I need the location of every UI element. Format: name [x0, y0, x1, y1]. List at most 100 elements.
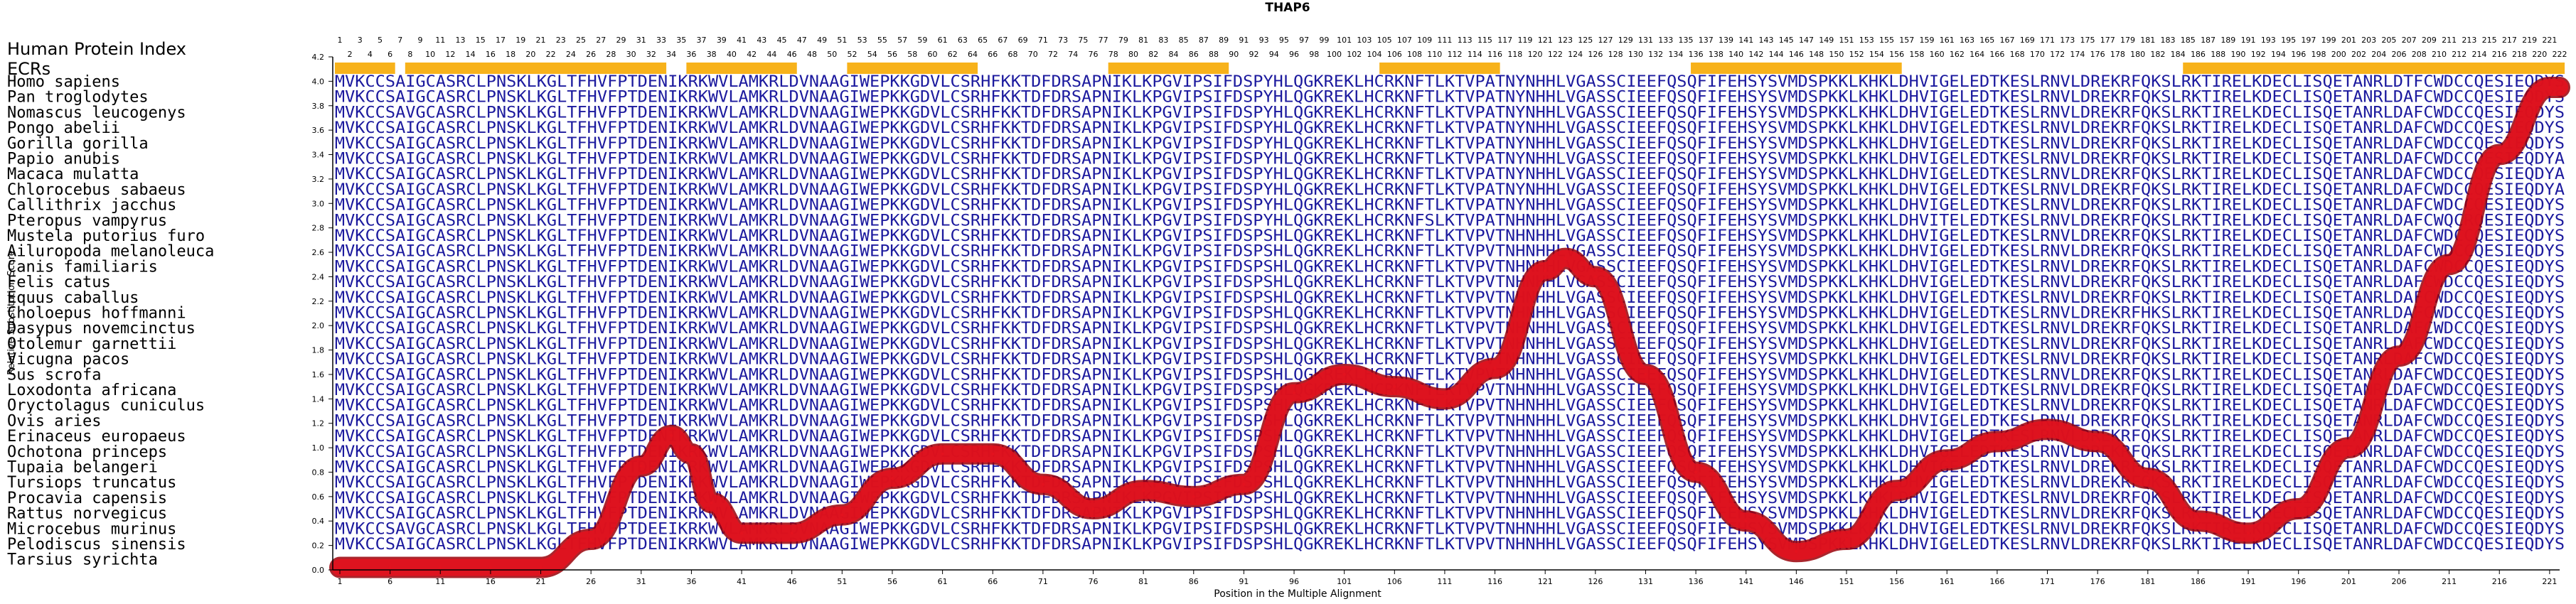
index-number: 221 [2542, 36, 2557, 45]
y-tick-label: 3.8 [312, 102, 325, 111]
index-number: 11 [435, 36, 445, 45]
x-tick-label: 111 [1437, 577, 1452, 586]
index-number: 84 [1169, 50, 1179, 59]
index-number: 36 [686, 50, 696, 59]
curve-point [941, 452, 944, 455]
index-number: 129 [1618, 36, 1633, 45]
index-number: 110 [1427, 50, 1442, 59]
sequence-row: MVKCCSAIGCASRCLPNSKLKGLTFHVFPTDENIKRKWVL… [335, 89, 2565, 107]
index-number: 47 [797, 36, 807, 45]
index-number: 136 [1689, 50, 1704, 59]
ecr-bar [334, 63, 395, 74]
index-number: 179 [2120, 36, 2135, 45]
y-tick-label: 0.8 [312, 468, 325, 477]
index-number: 203 [2361, 36, 2376, 45]
curve-point [1795, 550, 1798, 554]
index-number: 152 [1849, 50, 1864, 59]
index-number: 56 [887, 50, 897, 59]
index-number: 69 [1018, 36, 1028, 45]
curve-point [1342, 372, 1346, 376]
index-number: 41 [737, 36, 747, 45]
ecr-bar [1691, 63, 1902, 74]
index-number: 133 [1658, 36, 1673, 45]
index-number: 154 [1869, 50, 1884, 59]
index-number: 216 [2492, 50, 2507, 59]
species-name: Pelodiscus sinensis [7, 536, 186, 554]
x-tick-label: 131 [1638, 577, 1653, 586]
curve-point [439, 566, 442, 569]
y-axis-label: Relative Substitution Score [6, 250, 17, 375]
species-name: Loxodonta africana [7, 382, 176, 399]
curve-point [338, 566, 341, 569]
index-number: 183 [2161, 36, 2176, 45]
curve-point [1091, 507, 1095, 511]
sequence-row: MVKCCSAIGCASRCLPNSKLKGLTFHVFPTDENIKRKWVL… [335, 274, 2565, 291]
index-number: 94 [1269, 50, 1279, 59]
y-tick-label: 2.0 [312, 321, 325, 330]
index-number: 211 [2442, 36, 2457, 45]
sequence-row: MVKCCSAIGCASRCLPNSKLKGLTFHVFPTDENIKRKWVL… [335, 212, 2565, 230]
index-number: 177 [2100, 36, 2115, 45]
index-number: 89 [1219, 36, 1229, 45]
curve-point [2297, 507, 2300, 511]
index-number: 122 [1548, 50, 1563, 59]
index-number: 14 [466, 50, 476, 59]
index-number: 23 [556, 36, 566, 45]
index-number: 65 [978, 36, 988, 45]
index-number: 188 [2211, 50, 2225, 59]
index-number: 60 [927, 50, 937, 59]
index-number: 62 [948, 50, 958, 59]
sequence-row: MVKCCSAIGCASRCLPNSKLKGLTFHVFPTDENIKRKWVL… [335, 243, 2565, 261]
x-tick-label: 151 [1839, 577, 1854, 586]
index-number: 198 [2311, 50, 2326, 59]
sequence-row: MVKCCSAIGCASRCLPNSKLKGLTFHVFPTDENIKRKWVL… [335, 166, 2565, 183]
ecr-bar [1108, 63, 1229, 74]
species-name: Nomascus leucogenys [7, 104, 186, 122]
curve-point [1192, 495, 1195, 498]
curve-point [991, 452, 995, 455]
index-number: 219 [2522, 36, 2537, 45]
index-number: 128 [1608, 50, 1623, 59]
index-number: 66 [988, 50, 998, 59]
index-number: 87 [1199, 36, 1209, 45]
index-number: 2 [348, 50, 353, 59]
x-tick-label: 16 [486, 577, 496, 586]
x-tick-label: 41 [737, 577, 747, 586]
index-number: 137 [1699, 36, 1714, 45]
index-number: 50 [827, 50, 837, 59]
x-tick-label: 211 [2442, 577, 2457, 586]
index-number: 8 [407, 50, 412, 59]
x-tick-label: 116 [1487, 577, 1502, 586]
index-number: 176 [2090, 50, 2105, 59]
x-tick-label: 31 [636, 577, 646, 586]
index-number: 124 [1568, 50, 1583, 59]
y-tick-label: 4.2 [312, 53, 325, 62]
sequence-row: MVKCCSAIGCASRCLPNSKLKGLTFHVFPTDENIKRKWVL… [335, 351, 2565, 369]
index-number: 92 [1249, 50, 1259, 59]
y-tick-label: 0.6 [312, 492, 325, 502]
species-name: Tupaia belangeri [7, 459, 158, 477]
index-number: 196 [2291, 50, 2306, 59]
index-number: 18 [506, 50, 515, 59]
index-number: 33 [656, 36, 666, 45]
species-name: Equus caballus [7, 289, 139, 307]
index-label: Human Protein Index [7, 39, 186, 59]
index-number: 153 [1859, 36, 1874, 45]
sequence-row: MVKCCSAIGCASRCLPNSKLKGLTFHVFPTDENIKRKWVL… [335, 227, 2565, 245]
index-number: 81 [1138, 36, 1148, 45]
index-number: 118 [1507, 50, 1522, 59]
x-tick-label: 161 [1940, 577, 1955, 586]
ecr-bar [1379, 63, 1500, 74]
x-tick-label: 6 [388, 577, 392, 586]
index-number: 28 [606, 50, 616, 59]
species-name: Macaca mulatta [7, 166, 139, 183]
curve-point [1945, 458, 1949, 462]
index-number: 174 [2070, 50, 2085, 59]
index-number: 215 [2482, 36, 2497, 45]
index-number: 217 [2502, 36, 2517, 45]
index-number: 53 [857, 36, 867, 45]
y-tick-label: 0.4 [312, 517, 325, 526]
index-number: 51 [837, 36, 847, 45]
